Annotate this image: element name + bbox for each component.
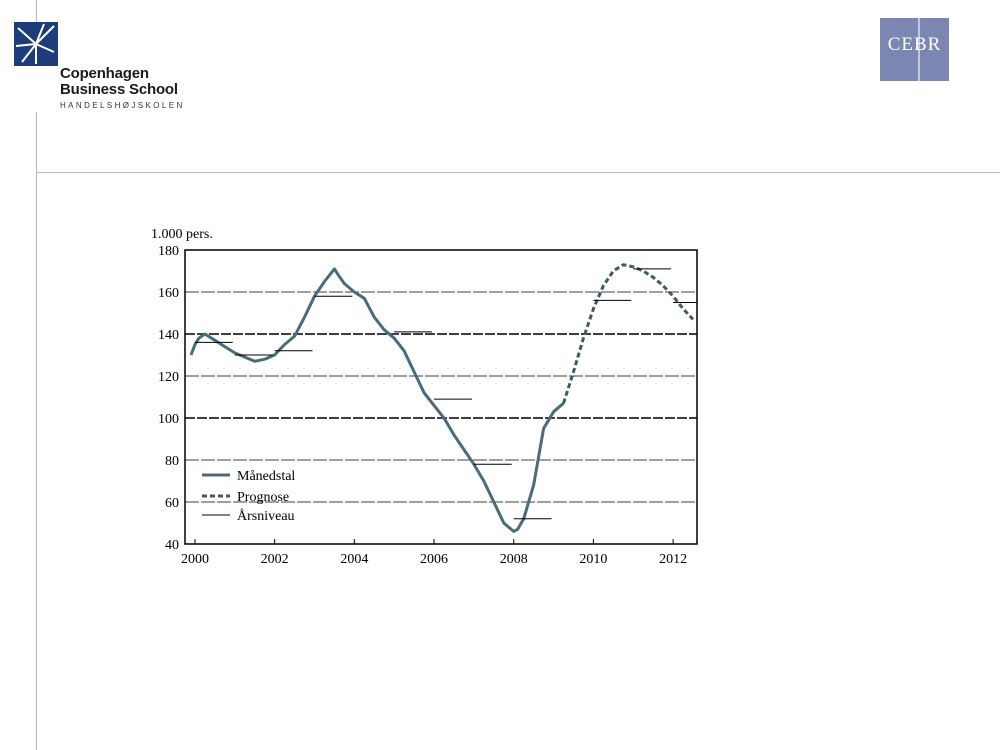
y-axis-label: 1.000 pers. — [151, 227, 213, 242]
y-tick-80: 80 — [165, 454, 179, 469]
y-tick-labels: 40 60 80 100 120 140 160 180 — [158, 244, 179, 553]
y-tick-100: 100 — [158, 412, 179, 427]
cbs-logo: Copenhagen Business School HANDELSHØJSKO… — [14, 22, 186, 112]
cbs-name-line2: Business School — [60, 81, 178, 98]
series-line-prognose — [562, 263, 695, 404]
y-tick-180: 180 — [158, 244, 179, 259]
x-tick-2012: 2012 — [659, 552, 687, 567]
cebr-logo-text: CEBR — [887, 34, 942, 55]
x-tick-2008: 2008 — [500, 552, 528, 567]
legend: Månedstal Prognose Årsniveau — [202, 469, 295, 524]
x-tick-2002: 2002 — [261, 552, 289, 567]
x-tick-2000: 2000 — [181, 552, 209, 567]
cebr-stripe — [918, 18, 920, 81]
x-tick-2006: 2006 — [420, 552, 448, 567]
cbs-name-line1: Copenhagen — [60, 65, 149, 82]
plot-frame — [184, 249, 698, 545]
y-tick-120: 120 — [158, 370, 179, 385]
cbs-subtitle: HANDELSHØJSKOLEN — [60, 101, 185, 110]
cebr-logo: CEBR — [880, 18, 949, 81]
x-tick-labels: 2000 2002 2004 2006 2008 2010 2012 — [181, 539, 687, 567]
legend-label-prognose: Prognose — [237, 490, 289, 505]
legend-label-maanedstal: Månedstal — [237, 469, 295, 484]
y-tick-60: 60 — [165, 496, 179, 511]
series-line-mnedstal — [189, 267, 565, 533]
legend-label-aarsniveau: Årsniveau — [237, 508, 295, 524]
series-lines — [189, 263, 697, 533]
y-tick-160: 160 — [158, 286, 179, 301]
gridlines — [185, 291, 697, 503]
cbs-name: Copenhagen Business School — [60, 66, 178, 98]
y-tick-140: 140 — [158, 328, 179, 343]
header-horizontal-rule — [36, 172, 1000, 173]
y-tick-40: 40 — [165, 538, 179, 553]
x-tick-2004: 2004 — [340, 552, 368, 567]
left-vertical-rule — [36, 0, 37, 750]
x-tick-2010: 2010 — [579, 552, 607, 567]
cbs-emblem-icon — [14, 22, 58, 66]
